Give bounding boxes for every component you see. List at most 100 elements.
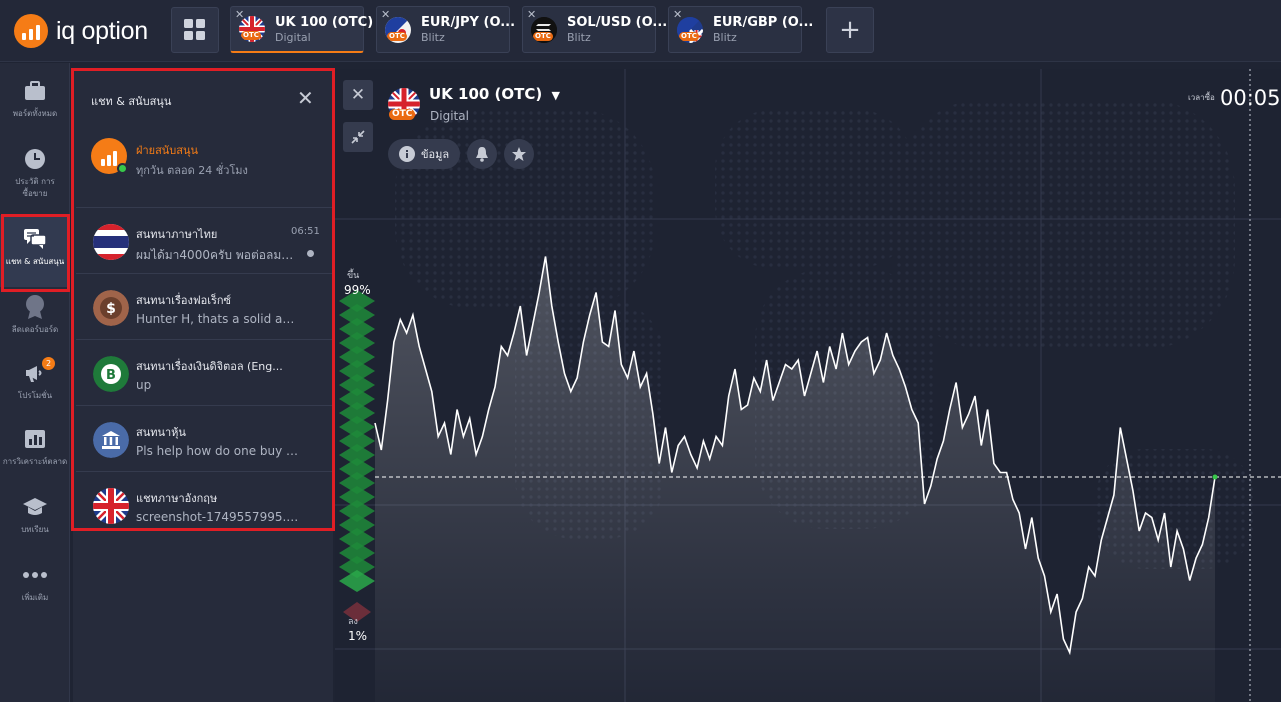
- close-tab-icon[interactable]: ✕: [673, 8, 683, 21]
- info-button[interactable]: ข้อมูล: [388, 139, 460, 169]
- sidebar-item-more[interactable]: เพิ่มเติม: [0, 561, 70, 604]
- eur-jpy-flag-icon: OTC: [385, 16, 411, 43]
- price-line: [374, 256, 1216, 656]
- alerts-button[interactable]: [467, 139, 497, 169]
- sentiment-diamond: [339, 332, 375, 354]
- sentiment-diamond: [339, 570, 375, 592]
- sentiment-diamond: [339, 528, 375, 550]
- chat-item-english[interactable]: แชทภาษาอังกฤษ screenshot-1749557995.p...: [76, 471, 333, 537]
- asset-grid-button[interactable]: [171, 7, 219, 53]
- tab-type: Blitz: [567, 31, 591, 44]
- logo[interactable]: iq option: [14, 14, 148, 48]
- down-label: ลง: [348, 617, 358, 627]
- asset-selector[interactable]: UK 100 (OTC) ▼: [429, 85, 560, 103]
- tab-type: Digital: [275, 30, 311, 44]
- asset-subtitle: Digital: [430, 109, 469, 123]
- sentiment-diamond: [339, 416, 375, 438]
- tab-uk100[interactable]: ✕ OTC UK 100 (OTC) Digital: [230, 6, 373, 53]
- logo-icon: [14, 14, 48, 48]
- chat-item-crypto[interactable]: B สนทนาเรื่องเงินดิจิตอล (Eng... up: [76, 339, 333, 405]
- solana-icon: OTC: [531, 16, 557, 43]
- sentiment-diamond: [339, 472, 375, 494]
- up-label: ขึ้น: [347, 271, 360, 281]
- sentiment-diamond: [339, 318, 375, 340]
- tab-eurgbp[interactable]: ✕ OTC EUR/GBP (O... Blitz: [668, 6, 813, 53]
- tab-solusd[interactable]: ✕ OTC SOL/USD (O... Blitz: [522, 6, 667, 53]
- close-chart-button[interactable]: ✕: [343, 80, 373, 110]
- otc-tag: OTC: [387, 31, 407, 41]
- support-name: ฝ่ายสนับสนุน: [136, 144, 199, 157]
- svg-text:B: B: [106, 368, 116, 383]
- tab-eurjpy[interactable]: ✕ OTC EUR/JPY (O... Blitz: [376, 6, 515, 53]
- minimize-button[interactable]: [343, 122, 373, 152]
- sentiment-diamond: [339, 346, 375, 368]
- clock-icon: [25, 149, 45, 169]
- sidebar-item-chat[interactable]: แชท & สนับสนุน: [0, 215, 70, 287]
- sidebar-item-label: ลีดเดอร์บอร์ด: [11, 325, 59, 334]
- sidebar-item-label: พอร์ตทั้งหมด: [12, 109, 58, 118]
- close-tab-icon[interactable]: ✕: [235, 8, 245, 21]
- tab-type: Blitz: [713, 31, 737, 44]
- sidebar-item-history[interactable]: ประวัติ การซื้อขาย: [0, 145, 70, 200]
- sidebar-item-promotions[interactable]: 2 โปรโมชั่น: [0, 357, 70, 402]
- tab-name: SOL/USD (O...: [567, 15, 668, 30]
- sentiment-diamond: [339, 458, 375, 480]
- sentiment-diamond: [339, 514, 375, 536]
- otc-tag: OTC: [389, 109, 416, 120]
- favorite-button[interactable]: [504, 139, 534, 169]
- support-item[interactable]: ฝ่ายสนับสนุน ทุกวัน ตลอด 24 ชั่วโมง: [73, 130, 333, 200]
- sidebar-item-market-analysis[interactable]: การวิเคราะห์ตลาด: [0, 425, 70, 468]
- close-panel-button[interactable]: ✕: [297, 86, 314, 110]
- sentiment-bar: [339, 290, 375, 622]
- graduation-cap-icon: [23, 498, 47, 515]
- grid-icon: [184, 19, 205, 40]
- online-status-icon: [117, 163, 128, 174]
- bell-icon: [476, 147, 488, 162]
- uk-flag-icon: OTC: [239, 16, 265, 42]
- medal-icon: [26, 295, 44, 319]
- add-tab-button[interactable]: +: [826, 7, 874, 53]
- eur-gbp-flag-icon: OTC: [677, 16, 703, 43]
- tab-type: Blitz: [421, 31, 445, 44]
- briefcase-icon: [25, 81, 45, 100]
- price-area: [375, 256, 1215, 702]
- sidebar-item-label: ประวัติ การซื้อขาย: [15, 177, 55, 198]
- sidebar-item-label: เพิ่มเติม: [21, 593, 49, 602]
- chart-area[interactable]: ✕ OTC UK 100 (OTC) ▼ Digital ข้อมูล เวลา…: [335, 69, 1281, 702]
- down-percentage: 1%: [348, 629, 368, 643]
- highlight-frame-sidebar: [1, 214, 70, 292]
- close-icon: ✕: [350, 85, 366, 105]
- support-hours: ทุกวัน ตลอด 24 ชั่วโมง: [136, 164, 248, 177]
- sidebar-item-label: บทเรียน: [21, 525, 49, 534]
- close-tab-icon[interactable]: ✕: [381, 8, 391, 21]
- chat-icon: [24, 229, 47, 249]
- asset-title: UK 100 (OTC): [429, 85, 543, 103]
- chat-item-stocks[interactable]: สนทนาหุ้น Pls help how do one buy o...: [76, 405, 333, 471]
- unread-dot-icon: [307, 250, 314, 257]
- close-tab-icon[interactable]: ✕: [527, 8, 537, 21]
- close-icon: ✕: [297, 86, 314, 110]
- price-chart[interactable]: [335, 69, 1281, 702]
- sidebar-item-leaderboard[interactable]: ลีดเดอร์บอร์ด: [0, 293, 70, 336]
- bitcoin-icon: B: [93, 356, 129, 392]
- chat-time: 06:51: [291, 226, 320, 237]
- left-sidebar: พอร์ตทั้งหมด ประวัติ การซื้อขาย แชท & สน…: [0, 63, 70, 702]
- star-icon: [512, 147, 526, 161]
- thai-flag-icon: [93, 224, 129, 260]
- chat-item-forex[interactable]: $ สนทนาเรื่องฟอเร็กซ์ Hunter H, thats a …: [76, 273, 333, 339]
- sentiment-diamond: [339, 388, 375, 410]
- svg-text:$: $: [106, 301, 116, 317]
- chat-support-panel: แชท & สนับสนุน ✕ ฝ่ายสนับสนุน ทุกวัน ตลอ…: [73, 70, 333, 530]
- panel-empty-area: [73, 530, 333, 702]
- tab-name: EUR/JPY (O...: [421, 15, 516, 30]
- sidebar-item-portfolio[interactable]: พอร์ตทั้งหมด: [0, 77, 70, 120]
- plus-icon: +: [839, 15, 861, 45]
- tab-name: EUR/GBP (O...: [713, 15, 814, 30]
- megaphone-icon: [26, 366, 42, 382]
- top-bar: iq option ✕ OTC UK 100 (OTC) Digital: [0, 0, 1281, 62]
- sidebar-item-label: โปรโมชั่น: [17, 391, 53, 400]
- sentiment-diamond: [339, 360, 375, 382]
- chat-item-thai[interactable]: สนทนาภาษาไทย 06:51 ผมได้มา4000ครับ พอต่อ…: [76, 207, 333, 273]
- sentiment-diamond: [339, 542, 375, 564]
- sidebar-item-tutorials[interactable]: บทเรียน: [0, 493, 70, 536]
